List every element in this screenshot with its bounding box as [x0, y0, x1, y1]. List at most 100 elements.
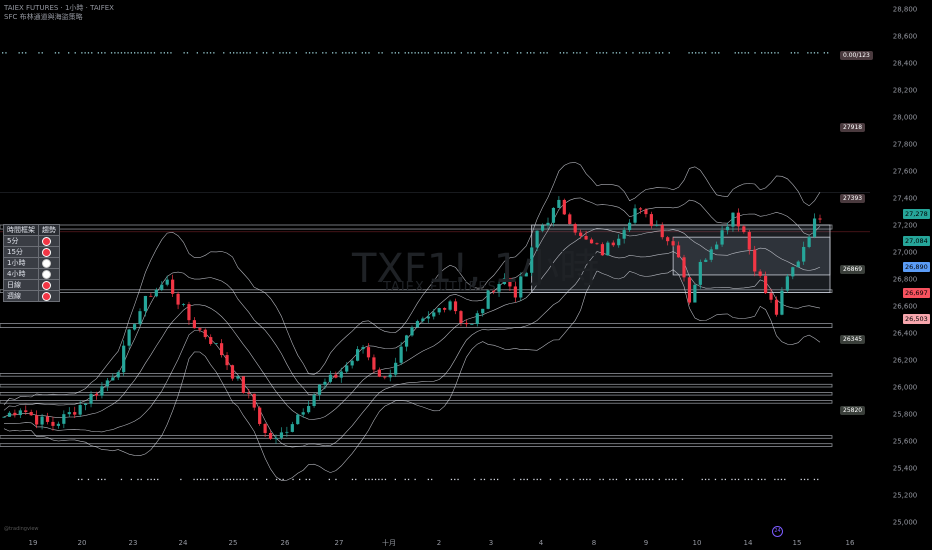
candle: [720, 225, 724, 247]
signal-dot: [483, 478, 486, 481]
signal-dot: [572, 478, 575, 481]
candle-body: [301, 412, 305, 415]
signal-dot: [635, 478, 637, 481]
candle: [497, 280, 501, 297]
signal-dot: [124, 52, 126, 54]
candle: [649, 211, 653, 229]
candle: [551, 207, 556, 227]
candle: [105, 378, 109, 392]
signal-dot: [143, 52, 146, 54]
candle: [192, 317, 196, 329]
signal-dot: [632, 52, 634, 54]
candle: [122, 340, 126, 376]
candle-body: [769, 293, 773, 300]
signal-dot: [444, 52, 446, 54]
candle: [67, 407, 71, 418]
candle-body: [94, 393, 99, 396]
signal-dot: [315, 52, 317, 54]
signal-dot: [530, 52, 532, 54]
candle-body: [203, 329, 207, 338]
signal-dot: [563, 52, 565, 54]
candle-body: [421, 318, 425, 322]
trend-indicator: [38, 268, 60, 280]
candle-body: [35, 415, 39, 425]
signal-dot: [572, 52, 575, 54]
signal-dot: [87, 52, 90, 54]
consolidation-box: [672, 236, 831, 276]
candle: [426, 311, 430, 323]
signal-dot: [275, 478, 278, 481]
signal-dot: [794, 52, 796, 54]
symbol-watermark: TXF1!, 1小時: [352, 246, 600, 292]
candle-body: [573, 224, 577, 233]
candle: [230, 364, 235, 381]
signal-dot: [236, 52, 238, 54]
event-icon[interactable]: 24: [772, 526, 783, 537]
signal-dot: [81, 478, 83, 481]
candle: [149, 293, 153, 297]
signal-dot: [711, 52, 713, 54]
signal-dot: [440, 52, 443, 54]
signal-dot: [193, 478, 195, 481]
candle-body: [557, 199, 561, 208]
signal-dot: [407, 478, 410, 481]
trend-indicator: [38, 246, 60, 258]
signal-dot: [454, 478, 456, 481]
signal-dot: [516, 52, 519, 54]
candle: [524, 267, 528, 277]
time-tick-label: 9: [644, 539, 648, 547]
candle: [252, 393, 256, 411]
signal-dot: [665, 478, 667, 481]
signal-dot: [480, 52, 482, 54]
candle: [464, 319, 468, 327]
name-watermark: TAIEX FUTURES: [383, 280, 497, 295]
candle: [655, 220, 659, 227]
signal-dot: [74, 52, 76, 54]
time-tick-label: 25: [229, 539, 238, 547]
candle-body: [220, 343, 224, 356]
signal-dot: [741, 52, 743, 54]
candle: [111, 373, 115, 381]
signal-dot: [246, 52, 248, 54]
candle: [807, 235, 811, 249]
signal-dot: [279, 478, 281, 481]
signal-dot: [229, 52, 231, 54]
candle-body: [497, 284, 501, 292]
signal-dot: [404, 478, 406, 481]
candle: [328, 370, 332, 384]
signal-dot: [203, 478, 205, 481]
candle: [383, 375, 387, 380]
candle: [638, 206, 643, 214]
candle-body: [562, 199, 566, 215]
time-tick-label: 4: [539, 539, 544, 547]
candle-body: [181, 304, 186, 305]
candle-body: [230, 365, 235, 379]
level-tag: 27918: [840, 123, 866, 133]
signal-dot: [391, 52, 393, 54]
indicator-name: SFC 布林通道與海盜策略: [4, 13, 83, 21]
signal-dot: [355, 52, 357, 54]
candle-body: [388, 374, 392, 378]
candle-body: [13, 412, 17, 416]
signal-dot: [734, 52, 736, 54]
signal-dot: [223, 52, 225, 54]
signal-dot: [374, 478, 377, 481]
candle: [682, 254, 686, 282]
candle-body: [753, 249, 757, 272]
candle: [40, 413, 44, 430]
signal-dot: [239, 52, 241, 54]
trend-indicator: [38, 279, 60, 291]
candle: [203, 328, 207, 340]
signal-dot: [457, 478, 459, 481]
signal-dot: [675, 478, 677, 481]
signal-dot: [256, 52, 258, 54]
signal-dot: [602, 52, 604, 54]
candle-body: [502, 277, 507, 285]
price-label: 26,697: [903, 287, 930, 298]
signal-dot: [91, 52, 93, 54]
candle-body: [279, 432, 284, 438]
signal-dot: [308, 478, 311, 481]
candle-body: [584, 235, 588, 240]
